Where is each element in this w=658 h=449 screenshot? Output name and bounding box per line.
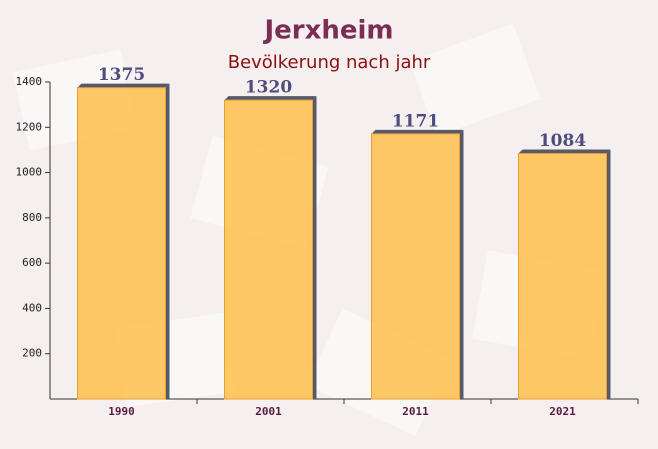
value-label: 1320 [245, 78, 292, 98]
bar-shadow [77, 83, 170, 88]
bar [224, 99, 313, 400]
x-tick-label: 1990 [108, 405, 135, 418]
y-tick-label: 1000 [16, 166, 43, 179]
y-tick-label: 1400 [16, 75, 43, 88]
bar-shadow [518, 149, 611, 154]
x-tick-label: 2001 [255, 405, 282, 418]
chart-title: Jerxheim [262, 16, 393, 46]
y-tick-label: 600 [22, 256, 42, 269]
value-label: 1375 [98, 65, 145, 85]
bar-shadow [224, 96, 317, 101]
bar-shadow [371, 129, 464, 134]
bar-shadow [165, 83, 170, 400]
y-tick-label: 1200 [16, 120, 43, 133]
y-tick-label: 200 [22, 347, 42, 360]
bar [518, 153, 607, 400]
chart-subtitle: Bevölkerung nach jahr [228, 52, 431, 73]
y-tick-label: 400 [22, 301, 42, 314]
x-tick-label: 2021 [549, 405, 576, 418]
bar-shadow [606, 149, 611, 399]
value-label: 1171 [392, 111, 439, 131]
bar-shadow [459, 129, 464, 399]
y-tick-label: 800 [22, 211, 42, 224]
bar [77, 87, 166, 400]
x-tick-label: 2011 [402, 405, 429, 418]
value-label: 1084 [539, 131, 586, 151]
bar-shadow [312, 96, 317, 399]
bar [371, 133, 460, 400]
